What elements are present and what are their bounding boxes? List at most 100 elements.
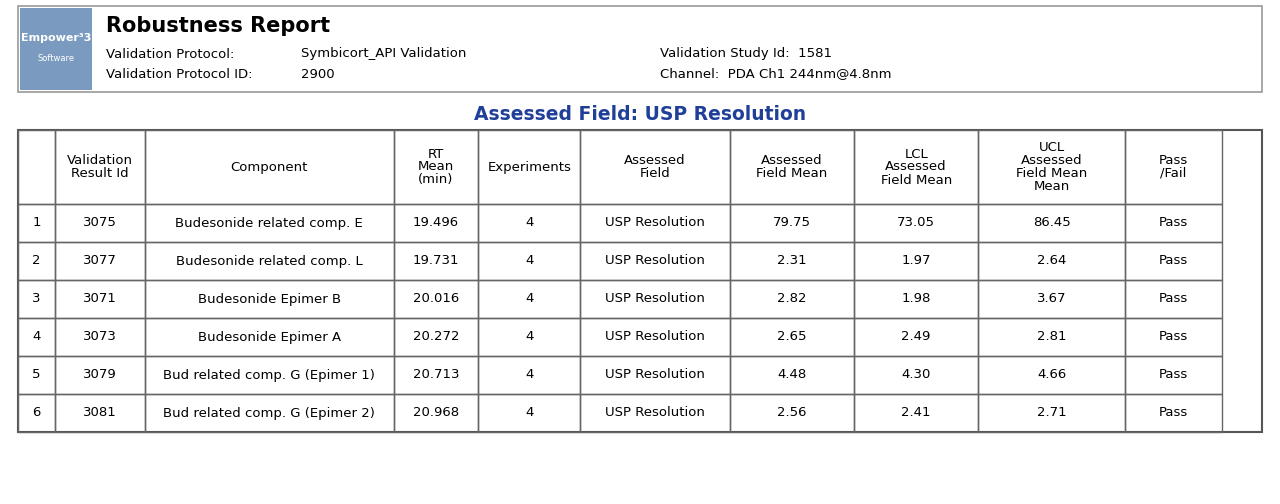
Bar <box>145 204 394 242</box>
Text: 2.82: 2.82 <box>777 292 806 305</box>
Text: Channel:  PDA Ch1 244nm@4.8nm: Channel: PDA Ch1 244nm@4.8nm <box>660 68 891 81</box>
Text: Budesonide related comp. E: Budesonide related comp. E <box>175 217 364 229</box>
Bar <box>394 356 479 394</box>
Text: 19.496: 19.496 <box>413 217 460 229</box>
Text: 1.97: 1.97 <box>901 255 931 268</box>
Text: 4: 4 <box>525 331 534 344</box>
Text: 4: 4 <box>525 407 534 419</box>
Bar <box>394 280 479 318</box>
Bar <box>55 280 145 318</box>
Bar <box>18 280 55 318</box>
Text: USP Resolution: USP Resolution <box>605 407 705 419</box>
Bar <box>1125 280 1222 318</box>
Text: 2.81: 2.81 <box>1037 331 1066 344</box>
Bar <box>580 204 730 242</box>
Text: Validation: Validation <box>67 154 133 167</box>
Text: 20.968: 20.968 <box>413 407 460 419</box>
Text: 3077: 3077 <box>83 255 116 268</box>
Text: Validation Protocol ID:: Validation Protocol ID: <box>106 68 252 81</box>
Bar <box>580 130 730 204</box>
Bar <box>854 394 978 432</box>
Bar <box>18 356 55 394</box>
Text: 4: 4 <box>525 368 534 382</box>
Bar <box>730 204 854 242</box>
Text: Assessed: Assessed <box>1021 154 1083 167</box>
Bar <box>1125 204 1222 242</box>
Text: 20.016: 20.016 <box>413 292 460 305</box>
Text: 2.65: 2.65 <box>777 331 806 344</box>
Bar <box>145 356 394 394</box>
Text: /Fail: /Fail <box>1161 167 1187 180</box>
Text: 2.41: 2.41 <box>901 407 931 419</box>
Text: Bud related comp. G (Epimer 1): Bud related comp. G (Epimer 1) <box>164 368 375 382</box>
Text: RT: RT <box>428 148 444 160</box>
Bar <box>20 8 92 90</box>
Bar <box>730 242 854 280</box>
Bar <box>1125 242 1222 280</box>
Text: Component: Component <box>230 160 308 173</box>
Text: Pass: Pass <box>1160 331 1188 344</box>
Bar <box>854 280 978 318</box>
Text: Budesonide Epimer A: Budesonide Epimer A <box>197 331 340 344</box>
Bar <box>18 318 55 356</box>
Text: UCL: UCL <box>1038 141 1065 154</box>
Text: Field Mean: Field Mean <box>756 167 827 180</box>
Text: 2900: 2900 <box>301 68 334 81</box>
Text: 2: 2 <box>32 255 41 268</box>
Bar <box>854 318 978 356</box>
Bar <box>854 356 978 394</box>
Bar <box>978 318 1125 356</box>
Bar <box>978 204 1125 242</box>
Bar <box>580 280 730 318</box>
Bar <box>18 130 1262 432</box>
Bar <box>978 280 1125 318</box>
Text: Pass: Pass <box>1160 407 1188 419</box>
Text: 19.731: 19.731 <box>412 255 460 268</box>
Bar <box>479 356 580 394</box>
Bar <box>1125 356 1222 394</box>
Bar <box>18 6 1262 92</box>
Text: Software: Software <box>37 54 74 64</box>
Text: Budesonide related comp. L: Budesonide related comp. L <box>175 255 362 268</box>
Bar <box>145 394 394 432</box>
Text: 5: 5 <box>32 368 41 382</box>
Text: Bud related comp. G (Epimer 2): Bud related comp. G (Epimer 2) <box>164 407 375 419</box>
Bar <box>479 280 580 318</box>
Text: USP Resolution: USP Resolution <box>605 368 705 382</box>
Text: Experiments: Experiments <box>488 160 571 173</box>
Bar <box>55 394 145 432</box>
Text: Pass: Pass <box>1160 292 1188 305</box>
Bar <box>18 394 55 432</box>
Text: Validation Study Id:  1581: Validation Study Id: 1581 <box>660 47 832 60</box>
Bar <box>854 242 978 280</box>
Text: 3081: 3081 <box>83 407 116 419</box>
Bar <box>394 204 479 242</box>
Bar <box>394 130 479 204</box>
Text: 20.272: 20.272 <box>412 331 460 344</box>
Text: Pass: Pass <box>1160 154 1188 167</box>
Bar <box>580 318 730 356</box>
Bar <box>580 356 730 394</box>
Text: Field Mean: Field Mean <box>1016 167 1088 180</box>
Bar <box>479 318 580 356</box>
Text: 86.45: 86.45 <box>1033 217 1070 229</box>
Text: 3079: 3079 <box>83 368 116 382</box>
Text: 20.713: 20.713 <box>412 368 460 382</box>
Bar <box>55 204 145 242</box>
Bar <box>479 242 580 280</box>
Bar <box>730 130 854 204</box>
Bar <box>978 130 1125 204</box>
Text: 4: 4 <box>32 331 41 344</box>
Bar <box>730 280 854 318</box>
Text: USP Resolution: USP Resolution <box>605 292 705 305</box>
Text: Assessed: Assessed <box>886 160 947 173</box>
Text: 2.31: 2.31 <box>777 255 806 268</box>
Bar <box>145 130 394 204</box>
Text: 3.67: 3.67 <box>1037 292 1066 305</box>
Bar <box>18 242 55 280</box>
Bar <box>978 394 1125 432</box>
Text: 2.64: 2.64 <box>1037 255 1066 268</box>
Text: Pass: Pass <box>1160 255 1188 268</box>
Text: 6: 6 <box>32 407 41 419</box>
Text: 3: 3 <box>32 292 41 305</box>
